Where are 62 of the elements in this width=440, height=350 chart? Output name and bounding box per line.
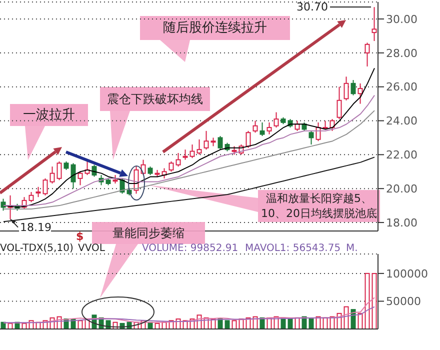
candlestick xyxy=(218,136,223,150)
candlestick xyxy=(78,171,83,186)
candlestick xyxy=(266,122,272,135)
y-tick-label: 22.00 xyxy=(386,148,418,162)
annotation: 一波拉升 xyxy=(23,108,75,122)
annotation: 量能同步萎缩 xyxy=(112,226,184,240)
candlestick xyxy=(246,130,251,148)
candlestick xyxy=(56,160,62,181)
annotation: 随后股价连续拉升 xyxy=(163,20,267,36)
candlestick xyxy=(252,120,258,134)
candlestick xyxy=(92,164,97,178)
candlestick xyxy=(344,76,349,101)
line-series xyxy=(3,306,375,324)
bar xyxy=(358,312,363,329)
candlestick xyxy=(336,86,342,120)
annotation: 温和放量长阳穿越5、10、20日均线摆脱池底 xyxy=(261,192,377,220)
candlestick xyxy=(358,82,363,104)
y-tick-label: 50000 xyxy=(386,295,421,308)
bar xyxy=(224,320,230,329)
bar xyxy=(308,318,314,329)
candlestick xyxy=(36,186,41,198)
candlestick xyxy=(182,149,188,160)
text: VVOL xyxy=(78,243,106,254)
candlestick xyxy=(364,42,370,67)
y-tick-label: 30.00 xyxy=(386,12,418,26)
text: MAVOL1: 56543.75 xyxy=(245,243,341,254)
text: VOL-TDX(5,10) xyxy=(0,243,74,254)
candlestick xyxy=(204,130,209,150)
candlestick xyxy=(28,191,34,203)
candlestick xyxy=(42,178,48,196)
bar xyxy=(154,322,160,329)
candlestick xyxy=(308,130,314,145)
bar xyxy=(372,273,377,329)
y-tick-label: 18.00 xyxy=(386,216,418,230)
annotation: 震仓下跌破坏均线 xyxy=(107,92,203,106)
candlestick xyxy=(372,6,377,42)
bar xyxy=(232,320,237,329)
candlestick xyxy=(168,160,174,172)
annotation: 18.19 xyxy=(20,220,52,234)
candlestick xyxy=(70,162,76,190)
bar xyxy=(78,320,83,329)
y-tick-label: 28.00 xyxy=(386,46,418,60)
candlestick xyxy=(176,152,181,168)
line-series xyxy=(3,156,375,222)
y-tick-label: 20.00 xyxy=(386,182,418,196)
annotation: $ xyxy=(76,230,84,243)
candlestick xyxy=(196,138,202,156)
candlestick xyxy=(260,122,265,137)
bar xyxy=(288,318,293,329)
candlestick xyxy=(350,80,356,96)
text: VOLUME: 99852.91 xyxy=(142,243,238,254)
candlestick xyxy=(50,166,55,184)
y-tick-label: 100000 xyxy=(386,267,428,280)
text: M. xyxy=(346,243,358,254)
candlestick xyxy=(330,118,335,132)
candlestick xyxy=(190,144,195,159)
y-tick-label: 24.00 xyxy=(386,114,418,128)
candlestick xyxy=(274,112,279,128)
candlestick xyxy=(0,198,6,212)
y-tick-label: 26.00 xyxy=(386,80,418,94)
annotation: 30.70 xyxy=(296,0,328,14)
bar xyxy=(364,272,370,329)
